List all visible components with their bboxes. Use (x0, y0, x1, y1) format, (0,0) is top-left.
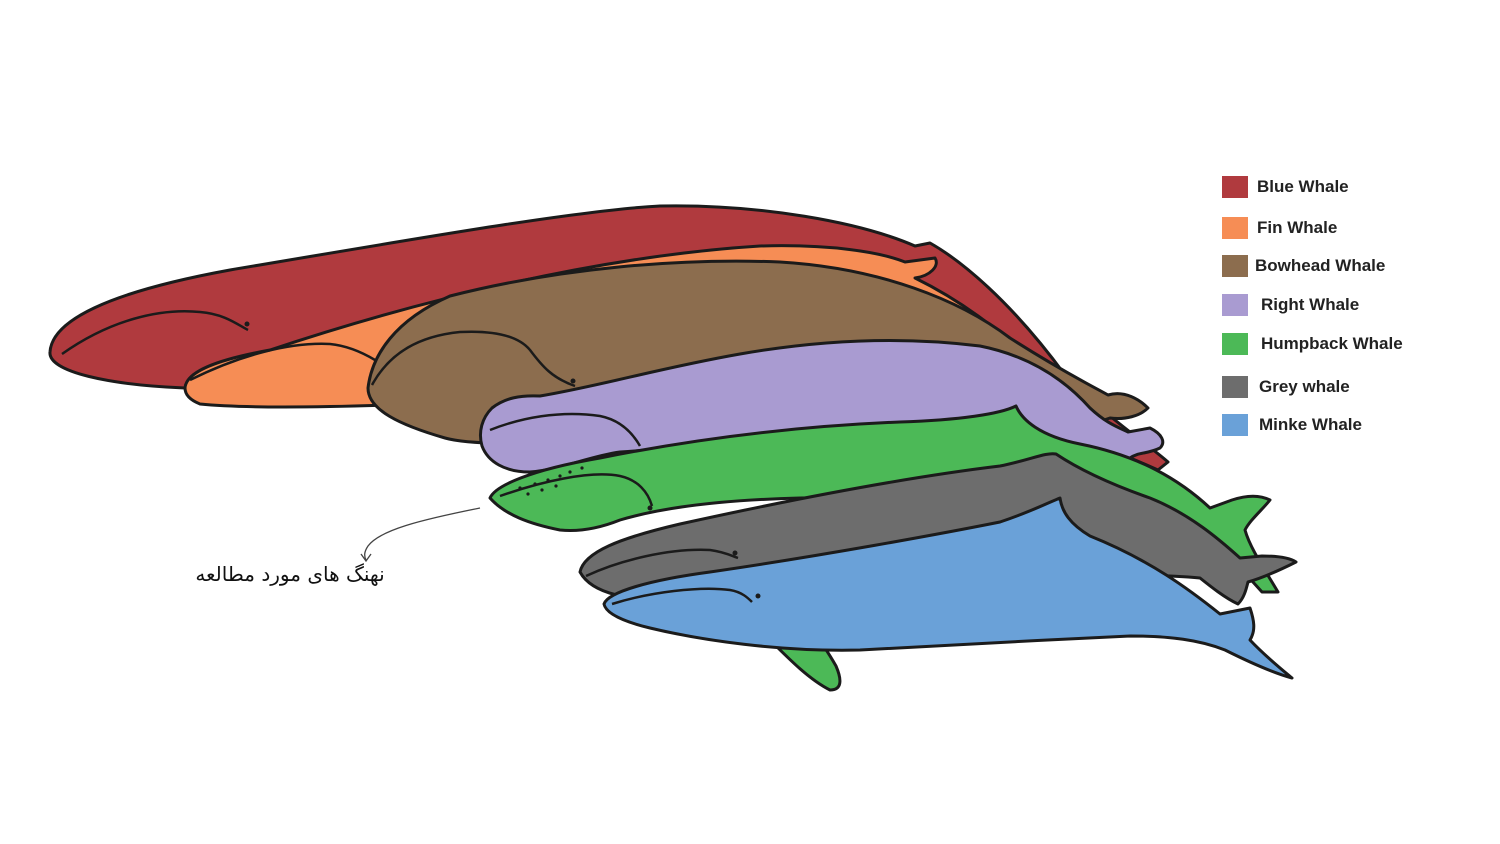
legend-swatch (1222, 217, 1248, 239)
legend-swatch (1222, 414, 1248, 436)
legend-swatch (1222, 176, 1248, 198)
legend-swatch (1222, 376, 1248, 398)
minke-whale-eye (755, 593, 761, 599)
bowhead-whale-mouth-line (370, 330, 576, 388)
blue-whale-eye (244, 321, 250, 327)
caption-pointer-arrowhead (360, 553, 372, 563)
legend-label: Fin Whale (1257, 218, 1338, 237)
grey-whale-eye (732, 550, 738, 556)
legend-label: Blue Whale (1257, 177, 1349, 196)
legend-label: Grey whale (1259, 377, 1350, 396)
legend-item: Minke Whale (1222, 412, 1362, 438)
humpback-whale-jaw-line (499, 473, 654, 507)
legend-label: Minke Whale (1259, 415, 1362, 434)
diagram-caption: نهنگ های مورد مطالعه (195, 562, 385, 586)
caption-pointer-line (364, 507, 481, 561)
blue-whale-mouth-line (61, 310, 249, 356)
legend-item: Humpback Whale (1222, 331, 1403, 357)
right-whale-jaw-line (489, 412, 642, 447)
minke-whale-mouth-line (611, 587, 753, 606)
minke-whale-silhouette (602, 496, 1294, 680)
fin-whale-mouth-line (189, 342, 376, 382)
legend-item: Bowhead Whale (1222, 253, 1385, 279)
legend-item: Right Whale (1222, 292, 1359, 318)
humpback-whale-eye (647, 505, 653, 511)
legend-item: Blue Whale (1222, 174, 1349, 200)
humpback-whale-tubercles (518, 466, 584, 496)
humpback-whale-silhouette (488, 404, 1280, 594)
bowhead-whale-eye (570, 378, 576, 384)
legend-item: Fin Whale (1222, 215, 1337, 241)
legend-label: Humpback Whale (1261, 334, 1403, 353)
grey-whale-mouth-line (585, 548, 739, 578)
legend-swatch (1222, 255, 1248, 277)
legend-swatch (1222, 294, 1248, 316)
legend-label: Right Whale (1261, 295, 1360, 314)
legend-item: Grey whale (1222, 374, 1350, 400)
legend-label: Bowhead Whale (1255, 256, 1386, 275)
legend-swatch (1222, 333, 1248, 355)
